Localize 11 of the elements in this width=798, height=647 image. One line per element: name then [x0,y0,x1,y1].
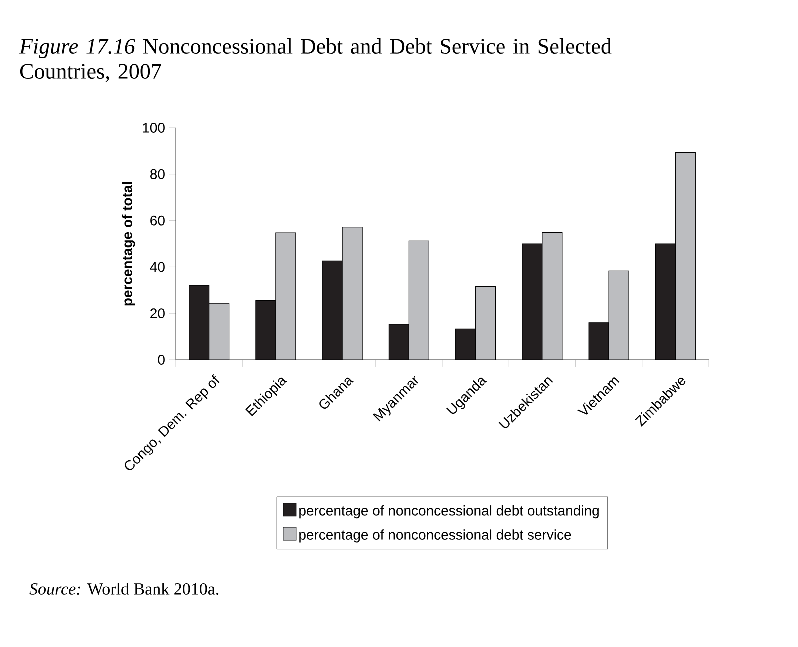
y-tick-label: 80 [150,169,165,180]
chart-title: Figure 17.16 Nonconcessional Debt and Debt Service in Selected Countries, 2007 [19,38,612,82]
y-tick-label: 20 [150,308,165,319]
y-tick-label: 100 [143,123,165,133]
y-tick-label: 60 [150,216,165,226]
text: Source: World Bank 2010a. [30,582,219,596]
y-tick-label: 0 [158,355,165,365]
y-axis-title: percentage of total [122,182,136,306]
legend-label: percentage of nonconcessional debt service [300,530,572,543]
legend-label: percentage of nonconcessional debt outstanding [300,506,599,519]
y-tick-label: 40 [150,262,165,272]
